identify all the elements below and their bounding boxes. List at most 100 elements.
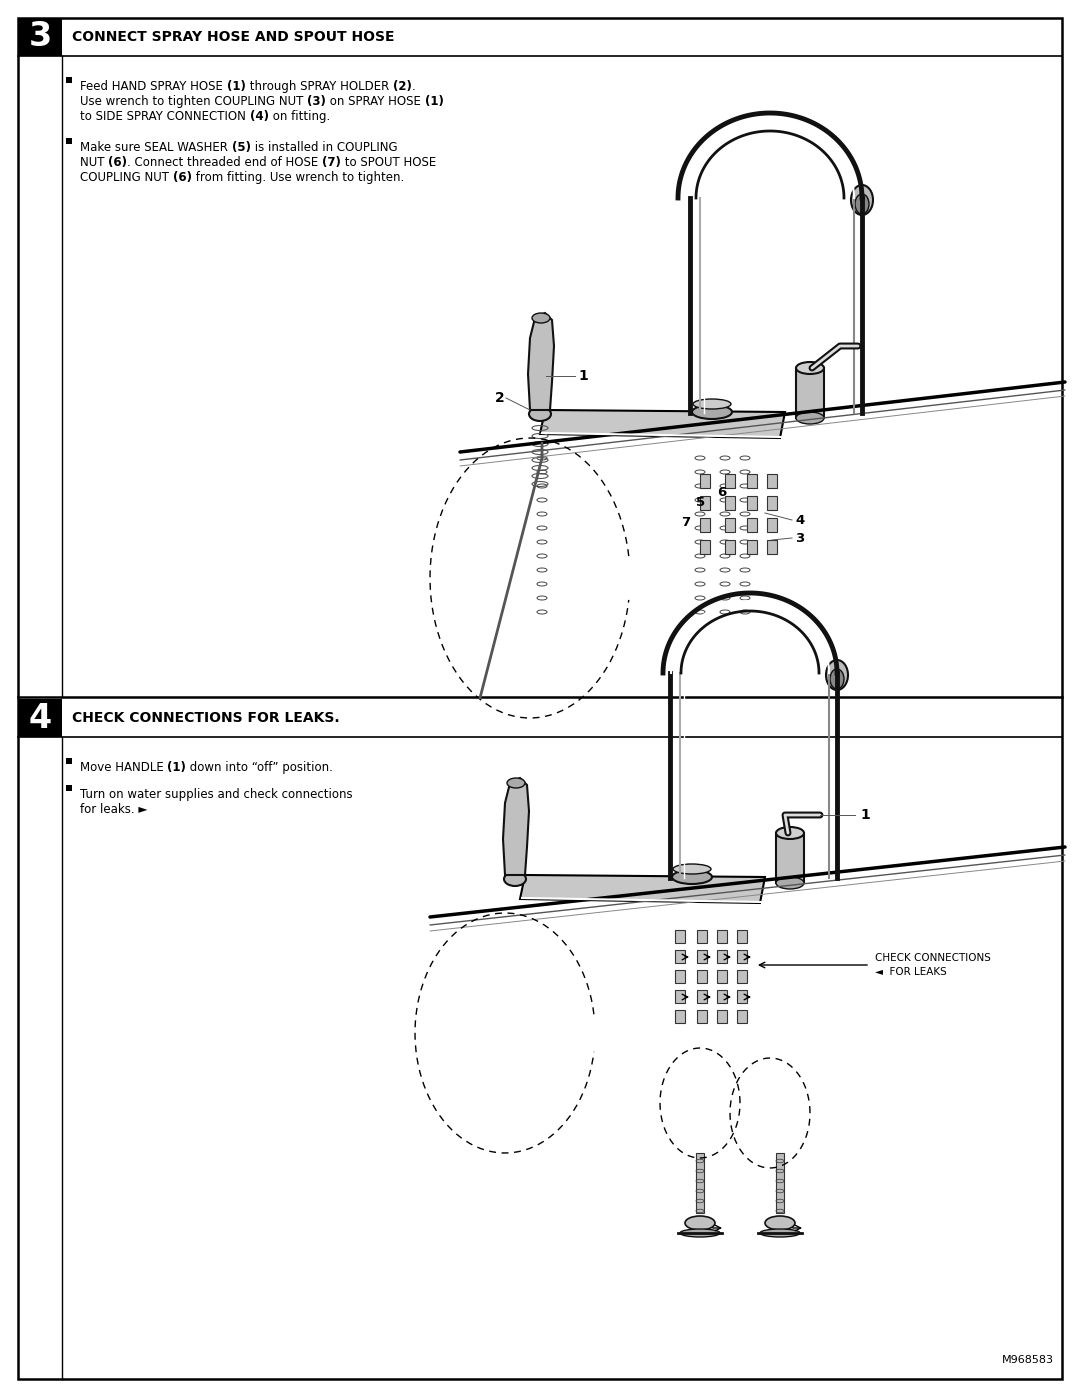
Text: NUT: NUT <box>80 156 108 169</box>
Bar <box>697 1010 707 1023</box>
Text: 3: 3 <box>795 531 805 545</box>
Text: 4: 4 <box>28 701 52 735</box>
Bar <box>675 990 685 1003</box>
Bar <box>747 496 757 510</box>
Bar <box>675 1010 685 1023</box>
Text: (3): (3) <box>307 95 326 108</box>
Text: 4: 4 <box>795 514 805 527</box>
Text: 1: 1 <box>578 369 588 383</box>
Bar <box>747 518 757 532</box>
Bar <box>747 474 757 488</box>
Bar <box>66 77 72 82</box>
Bar <box>737 970 747 983</box>
Text: down into “off” position.: down into “off” position. <box>187 761 334 774</box>
Text: (5): (5) <box>231 141 251 154</box>
Text: CONNECT SPRAY HOSE AND SPOUT HOSE: CONNECT SPRAY HOSE AND SPOUT HOSE <box>72 29 394 43</box>
Bar <box>717 970 727 983</box>
Bar <box>767 518 777 532</box>
Ellipse shape <box>672 870 712 884</box>
Ellipse shape <box>504 872 526 886</box>
Text: ◄  FOR LEAKS: ◄ FOR LEAKS <box>875 967 947 977</box>
Bar <box>18 698 62 738</box>
Ellipse shape <box>855 194 869 214</box>
Bar <box>700 496 710 510</box>
Text: (1): (1) <box>167 761 187 774</box>
Bar <box>18 18 62 56</box>
Text: 7: 7 <box>680 517 690 529</box>
Ellipse shape <box>692 405 732 419</box>
Text: (1): (1) <box>227 80 245 94</box>
Bar <box>725 474 735 488</box>
Text: Feed HAND SPRAY HOSE: Feed HAND SPRAY HOSE <box>80 80 227 94</box>
Bar <box>737 1010 747 1023</box>
Text: through SPRAY HOLDER: through SPRAY HOLDER <box>245 80 392 94</box>
Ellipse shape <box>777 877 804 888</box>
Text: (6): (6) <box>173 170 192 184</box>
Bar <box>796 367 824 418</box>
Text: CHECK CONNECTIONS: CHECK CONNECTIONS <box>875 953 990 963</box>
Ellipse shape <box>693 400 731 409</box>
Bar <box>725 541 735 555</box>
Polygon shape <box>528 313 554 409</box>
Text: (2): (2) <box>392 80 411 94</box>
Ellipse shape <box>507 778 525 788</box>
Bar <box>66 138 72 144</box>
Text: (4): (4) <box>249 110 269 123</box>
Bar <box>697 970 707 983</box>
Ellipse shape <box>532 313 550 323</box>
Bar <box>717 1010 727 1023</box>
Bar <box>697 930 707 943</box>
Bar <box>717 950 727 963</box>
Text: 6: 6 <box>717 486 727 500</box>
Text: on fitting.: on fitting. <box>269 110 329 123</box>
Bar <box>777 1153 784 1213</box>
Text: from fitting. Use wrench to tighten.: from fitting. Use wrench to tighten. <box>192 170 404 184</box>
Bar <box>725 496 735 510</box>
Text: 5: 5 <box>696 496 705 510</box>
Ellipse shape <box>765 1215 795 1229</box>
Bar <box>747 541 757 555</box>
Bar <box>675 970 685 983</box>
Text: CHECK CONNECTIONS FOR LEAKS.: CHECK CONNECTIONS FOR LEAKS. <box>72 711 339 725</box>
Polygon shape <box>519 875 765 902</box>
Text: to SIDE SPRAY CONNECTION: to SIDE SPRAY CONNECTION <box>80 110 249 123</box>
Ellipse shape <box>831 669 843 689</box>
Text: 1: 1 <box>860 807 869 821</box>
Bar <box>725 518 735 532</box>
Text: (6): (6) <box>108 156 127 169</box>
Bar <box>737 950 747 963</box>
Text: Turn on water supplies and check connections: Turn on water supplies and check connect… <box>80 788 353 800</box>
Bar <box>697 950 707 963</box>
Ellipse shape <box>685 1215 715 1229</box>
Ellipse shape <box>760 1229 800 1236</box>
Bar <box>717 930 727 943</box>
Ellipse shape <box>673 863 711 875</box>
Bar <box>700 541 710 555</box>
Ellipse shape <box>796 362 824 374</box>
Text: Use wrench to tighten COUPLING NUT: Use wrench to tighten COUPLING NUT <box>80 95 307 108</box>
Bar <box>697 990 707 1003</box>
Polygon shape <box>540 409 785 439</box>
Bar <box>675 930 685 943</box>
Bar <box>66 759 72 764</box>
Bar <box>767 496 777 510</box>
Ellipse shape <box>680 1229 720 1236</box>
Text: M968583: M968583 <box>1002 1355 1054 1365</box>
Bar <box>767 474 777 488</box>
Ellipse shape <box>796 412 824 425</box>
Bar <box>675 950 685 963</box>
Bar <box>66 785 72 791</box>
Ellipse shape <box>851 184 873 215</box>
Text: is installed in COUPLING: is installed in COUPLING <box>251 141 397 154</box>
Bar <box>717 990 727 1003</box>
Text: (1): (1) <box>424 95 444 108</box>
Bar <box>737 990 747 1003</box>
Text: to SPOUT HOSE: to SPOUT HOSE <box>341 156 436 169</box>
Bar <box>700 518 710 532</box>
Bar <box>696 1153 704 1213</box>
Text: 3: 3 <box>28 21 52 53</box>
Ellipse shape <box>826 659 848 690</box>
Text: Make sure SEAL WASHER: Make sure SEAL WASHER <box>80 141 231 154</box>
Bar <box>777 833 804 883</box>
Polygon shape <box>503 778 529 875</box>
